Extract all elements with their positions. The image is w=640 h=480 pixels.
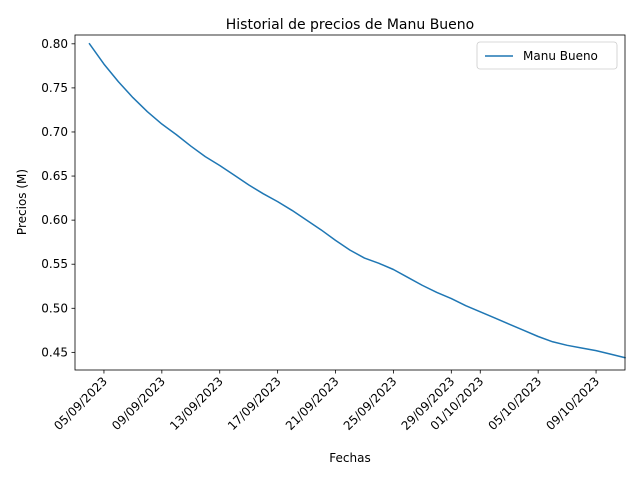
- series-line: [88, 42, 626, 359]
- y-tick-label: 0.50: [41, 301, 68, 315]
- y-tick-label: 0.80: [41, 37, 68, 51]
- chart-title: Historial de precios de Manu Bueno: [226, 17, 474, 33]
- x-axis-label: Fechas: [329, 451, 370, 465]
- legend-label: Manu Bueno: [523, 49, 598, 63]
- y-axis: 0.45 0.50 0.55 0.60 0.65 0.70 0.75 0.80: [41, 37, 75, 359]
- y-tick-label: 0.70: [41, 125, 68, 139]
- series-layer: [88, 42, 626, 359]
- y-tick-label: 0.55: [41, 257, 68, 271]
- y-axis-label: Precios (M): [15, 169, 29, 235]
- y-tick-label: 0.45: [41, 345, 68, 359]
- legend-box: [476, 41, 618, 70]
- y-tick-label: 0.60: [41, 213, 68, 227]
- axes-frame: [74, 34, 626, 371]
- y-tick-label: 0.65: [41, 169, 68, 183]
- legend: Manu Bueno: [476, 41, 618, 70]
- y-tick-label: 0.75: [41, 81, 68, 95]
